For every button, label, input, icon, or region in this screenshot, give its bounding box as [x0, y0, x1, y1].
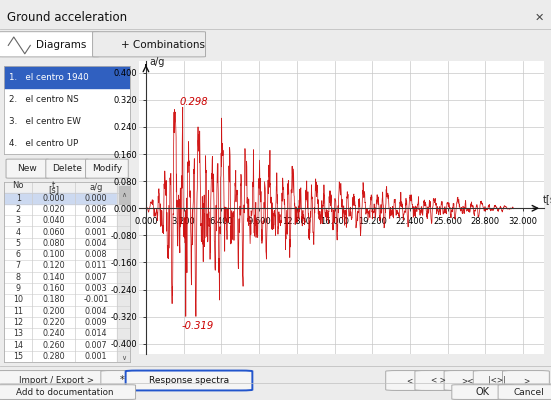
Text: 0.180: 0.180 — [42, 295, 64, 304]
Text: 0.240: 0.240 — [42, 329, 64, 338]
Text: 0.004: 0.004 — [85, 216, 107, 225]
Text: Cancel: Cancel — [513, 388, 544, 396]
Text: 1.   el centro 1940: 1. el centro 1940 — [9, 72, 89, 82]
Text: No: No — [13, 181, 24, 190]
Text: 0.100: 0.100 — [42, 250, 64, 259]
FancyBboxPatch shape — [386, 370, 433, 390]
Text: Diagrams: Diagrams — [36, 40, 86, 50]
Bar — [4, 182, 130, 192]
Text: t[s]: t[s] — [543, 194, 551, 204]
Text: 0.014: 0.014 — [85, 329, 107, 338]
Text: [s]: [s] — [48, 185, 59, 194]
Text: 14: 14 — [13, 340, 23, 350]
Bar — [118, 186, 129, 204]
Text: 7: 7 — [15, 262, 21, 270]
Text: 0.260: 0.260 — [42, 340, 64, 350]
Text: a/g: a/g — [149, 56, 165, 66]
Text: 2: 2 — [15, 205, 21, 214]
Text: Ground acceleration: Ground acceleration — [7, 11, 127, 24]
Text: + Combinations: + Combinations — [121, 40, 205, 50]
Text: 0.008: 0.008 — [85, 250, 107, 259]
Text: ∧: ∧ — [121, 192, 126, 198]
FancyBboxPatch shape — [6, 159, 48, 178]
Bar — [4, 66, 130, 88]
Text: 0.006: 0.006 — [85, 205, 107, 214]
Bar — [117, 182, 130, 362]
Text: 0.001: 0.001 — [85, 228, 107, 237]
FancyBboxPatch shape — [46, 159, 89, 178]
Text: < >: < > — [431, 376, 446, 385]
Text: 0.280: 0.280 — [42, 352, 64, 361]
Text: New: New — [18, 164, 37, 173]
Text: 0.220: 0.220 — [42, 318, 65, 327]
Text: 0.020: 0.020 — [42, 205, 64, 214]
Text: 0.001: 0.001 — [85, 352, 107, 361]
FancyBboxPatch shape — [498, 385, 551, 400]
Text: 8: 8 — [16, 273, 21, 282]
Text: OK: OK — [476, 387, 490, 397]
Text: Import / Export >: Import / Export > — [19, 376, 94, 385]
Text: 0.298: 0.298 — [179, 96, 208, 106]
Text: 0.140: 0.140 — [42, 273, 64, 282]
Text: 0.011: 0.011 — [85, 262, 107, 270]
Text: 0.009: 0.009 — [85, 318, 107, 327]
Text: 0.000: 0.000 — [85, 194, 107, 203]
Text: 1: 1 — [16, 194, 21, 203]
Bar — [4, 192, 117, 204]
Text: 0.080: 0.080 — [42, 239, 64, 248]
Text: 10: 10 — [13, 295, 23, 304]
FancyBboxPatch shape — [473, 370, 520, 390]
Text: |<>|: |<>| — [488, 376, 506, 385]
Text: 0.007: 0.007 — [85, 340, 107, 350]
FancyBboxPatch shape — [503, 370, 549, 390]
Text: 0.160: 0.160 — [42, 284, 64, 293]
Text: <: < — [406, 376, 412, 385]
Text: 0.000: 0.000 — [42, 194, 64, 203]
Text: 11: 11 — [13, 307, 23, 316]
Text: 5: 5 — [15, 239, 21, 248]
FancyBboxPatch shape — [85, 159, 128, 178]
Text: 4.   el centro UP: 4. el centro UP — [9, 138, 79, 148]
Text: 0.060: 0.060 — [42, 228, 64, 237]
Text: 0.200: 0.200 — [42, 307, 64, 316]
Text: Response spectra: Response spectra — [149, 376, 229, 385]
Text: ∨: ∨ — [121, 356, 126, 362]
Text: 9: 9 — [15, 284, 21, 293]
Text: 3: 3 — [16, 216, 21, 225]
Text: >: > — [523, 376, 529, 385]
Text: Delete: Delete — [52, 164, 82, 173]
Text: 0.004: 0.004 — [85, 239, 107, 248]
Text: -0.001: -0.001 — [83, 295, 109, 304]
Text: ✕: ✕ — [534, 12, 544, 22]
Text: t: t — [52, 181, 55, 190]
Text: 0.040: 0.040 — [42, 216, 64, 225]
FancyBboxPatch shape — [126, 370, 252, 390]
FancyBboxPatch shape — [452, 385, 514, 400]
FancyBboxPatch shape — [0, 370, 120, 390]
FancyBboxPatch shape — [93, 32, 206, 57]
FancyBboxPatch shape — [444, 370, 491, 390]
Text: 2.   el centro NS: 2. el centro NS — [9, 94, 79, 104]
Text: 3.   el centro EW: 3. el centro EW — [9, 116, 82, 126]
Text: -0.319: -0.319 — [182, 320, 214, 330]
Text: Modify: Modify — [92, 164, 122, 173]
FancyBboxPatch shape — [0, 385, 136, 400]
Text: 0.003: 0.003 — [85, 284, 107, 293]
Text: 0.007: 0.007 — [85, 273, 107, 282]
FancyBboxPatch shape — [0, 32, 99, 57]
Text: Add to documentation: Add to documentation — [16, 388, 113, 396]
Text: 15: 15 — [13, 352, 23, 361]
FancyBboxPatch shape — [101, 370, 144, 390]
Text: *: * — [120, 376, 125, 386]
Text: ><: >< — [461, 376, 474, 385]
Text: a/g: a/g — [89, 183, 103, 192]
Text: 4: 4 — [16, 228, 21, 237]
Text: 6: 6 — [16, 250, 21, 259]
Text: 0.004: 0.004 — [85, 307, 107, 316]
Text: 13: 13 — [13, 329, 23, 338]
Text: 0.120: 0.120 — [42, 262, 64, 270]
FancyBboxPatch shape — [415, 370, 462, 390]
Text: 12: 12 — [13, 318, 23, 327]
